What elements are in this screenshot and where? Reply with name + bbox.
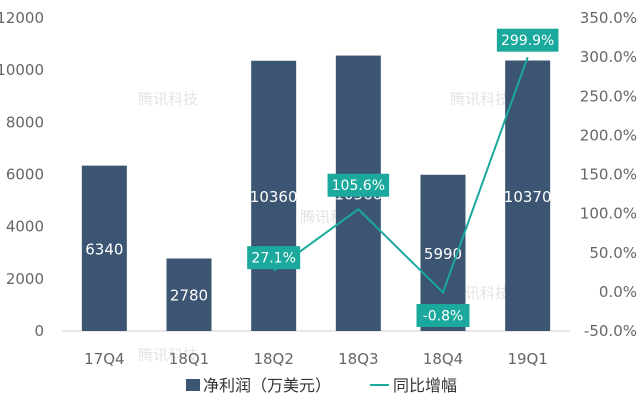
bar-value-label: 5990 — [424, 245, 462, 263]
left-axis: 0 2000 4000 6000 8000 10000 12000 — [0, 9, 44, 340]
x-axis: 17Q4 18Q1 18Q2 18Q3 18Q4 19Q1 — [84, 350, 548, 368]
growth-label: 27.1% — [251, 251, 295, 267]
growth-label: -0.8% — [423, 309, 464, 325]
legend-line-label: 同比增幅 — [393, 376, 457, 395]
x-tick-label: 18Q4 — [423, 350, 463, 368]
left-tick-label: 12000 — [0, 9, 44, 27]
right-tick-label: 150.0% — [580, 166, 637, 184]
bar — [251, 60, 297, 331]
x-tick-label: 18Q3 — [338, 350, 378, 368]
growth-label: 299.9% — [501, 33, 554, 49]
right-tick-label: 50.0% — [589, 244, 637, 262]
right-tick-label: -50.0% — [584, 322, 637, 340]
right-tick-label: 350.0% — [580, 9, 637, 27]
bar-value-label: 10370 — [504, 188, 552, 206]
bar-value-label: 6340 — [85, 240, 123, 258]
bar — [166, 258, 212, 331]
left-tick-label: 4000 — [6, 218, 44, 236]
left-tick-label: 0 — [34, 322, 44, 340]
x-tick-label: 18Q1 — [169, 350, 209, 368]
legend: 净利润（万美元） 同比增幅 — [186, 376, 457, 395]
left-tick-label: 6000 — [6, 166, 44, 184]
growth-label-box — [416, 304, 470, 328]
right-tick-label: 300.0% — [580, 48, 637, 66]
bar — [505, 60, 551, 331]
left-tick-label: 10000 — [0, 61, 44, 79]
growth-labels: 27.1% 105.6% -0.8% 299.9% — [247, 28, 559, 328]
growth-label: 105.6% — [332, 178, 385, 194]
growth-label-box — [327, 173, 390, 197]
bar-value-label: 2780 — [170, 287, 208, 305]
growth-label-box — [496, 28, 559, 52]
watermark-text: 腾讯科技 — [138, 90, 198, 108]
left-tick-label: 2000 — [6, 270, 44, 288]
bars — [81, 55, 551, 332]
x-tick-label: 18Q2 — [253, 350, 293, 368]
x-tick-label: 17Q4 — [84, 350, 124, 368]
right-tick-label: 250.0% — [580, 87, 637, 105]
left-tick-label: 8000 — [6, 113, 44, 131]
growth-line — [273, 56, 529, 295]
right-tick-label: 0.0% — [599, 283, 637, 301]
bar-value-label: 10360 — [250, 188, 298, 206]
watermark-text: 腾讯科技 — [138, 346, 198, 364]
right-axis: -50.0% 0.0% 50.0% 100.0% 150.0% 200.0% 250.0% 3… — [580, 9, 637, 340]
growth-label-box — [247, 246, 301, 270]
legend-bar-swatch — [186, 379, 200, 391]
right-tick-label: 200.0% — [580, 126, 637, 144]
legend-bar-label: 净利润（万美元） — [203, 376, 331, 395]
x-tick-label: 19Q1 — [507, 350, 547, 368]
watermark-text: 腾讯科技 — [450, 90, 510, 108]
bar — [81, 165, 127, 331]
right-tick-label: 100.0% — [580, 205, 637, 223]
